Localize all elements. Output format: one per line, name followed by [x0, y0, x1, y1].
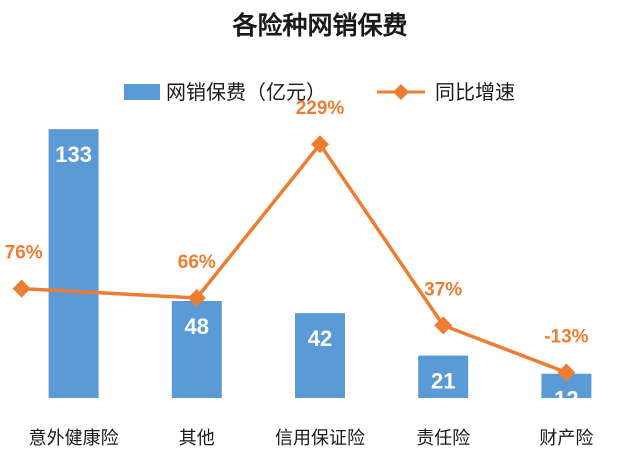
category-label-0: 意外健康险 [29, 428, 119, 449]
growth-marker-1 [187, 289, 206, 308]
bar-0 [48, 129, 99, 398]
legend-bar-swatch [124, 84, 160, 100]
legend-line-label: 同比增速 [435, 80, 515, 104]
growth-value-label-2: 229% [296, 98, 345, 119]
bar-value-label-3: 21 [431, 369, 455, 394]
legend-line-marker [393, 84, 409, 100]
bar-value-label-2: 42 [308, 326, 332, 351]
bar-value-label-1: 48 [185, 314, 209, 339]
growth-value-label-3: 37% [424, 279, 462, 300]
bar-2 [295, 313, 345, 398]
growth-line-path [21, 142, 568, 375]
bar-value-label-0: 133 [55, 142, 92, 167]
chart-title: 各险种网销保费 [231, 11, 407, 40]
legend: 网销保费（亿元） 同比增速 [124, 80, 515, 104]
growth-marker-4 [557, 363, 576, 382]
category-label-2: 信用保证险 [275, 428, 365, 449]
bar-value-label-4: 12 [554, 387, 578, 412]
category-label-1: 其他 [179, 428, 215, 449]
category-label-4: 财产险 [539, 428, 593, 449]
bar-1 [171, 300, 222, 398]
growth-value-label-4: -13% [544, 327, 588, 348]
growth-marker-3 [434, 316, 453, 335]
growth-value-label-0: 76% [5, 243, 43, 264]
growth-marker-2 [311, 135, 329, 154]
legend-bar-label: 网销保费（亿元） [166, 80, 326, 104]
growth-line: 76% 66% 229% 37% -13% [5, 98, 589, 382]
growth-marker-0 [12, 279, 31, 298]
category-label-3: 责任险 [416, 428, 470, 449]
bars: 133 48 42 21 12 [48, 129, 592, 412]
bar-3 [418, 355, 469, 398]
growth-value-label-1: 66% [178, 252, 216, 273]
category-axis: 意外健康险 其他 信用保证险 责任险 财产险 [29, 428, 594, 449]
